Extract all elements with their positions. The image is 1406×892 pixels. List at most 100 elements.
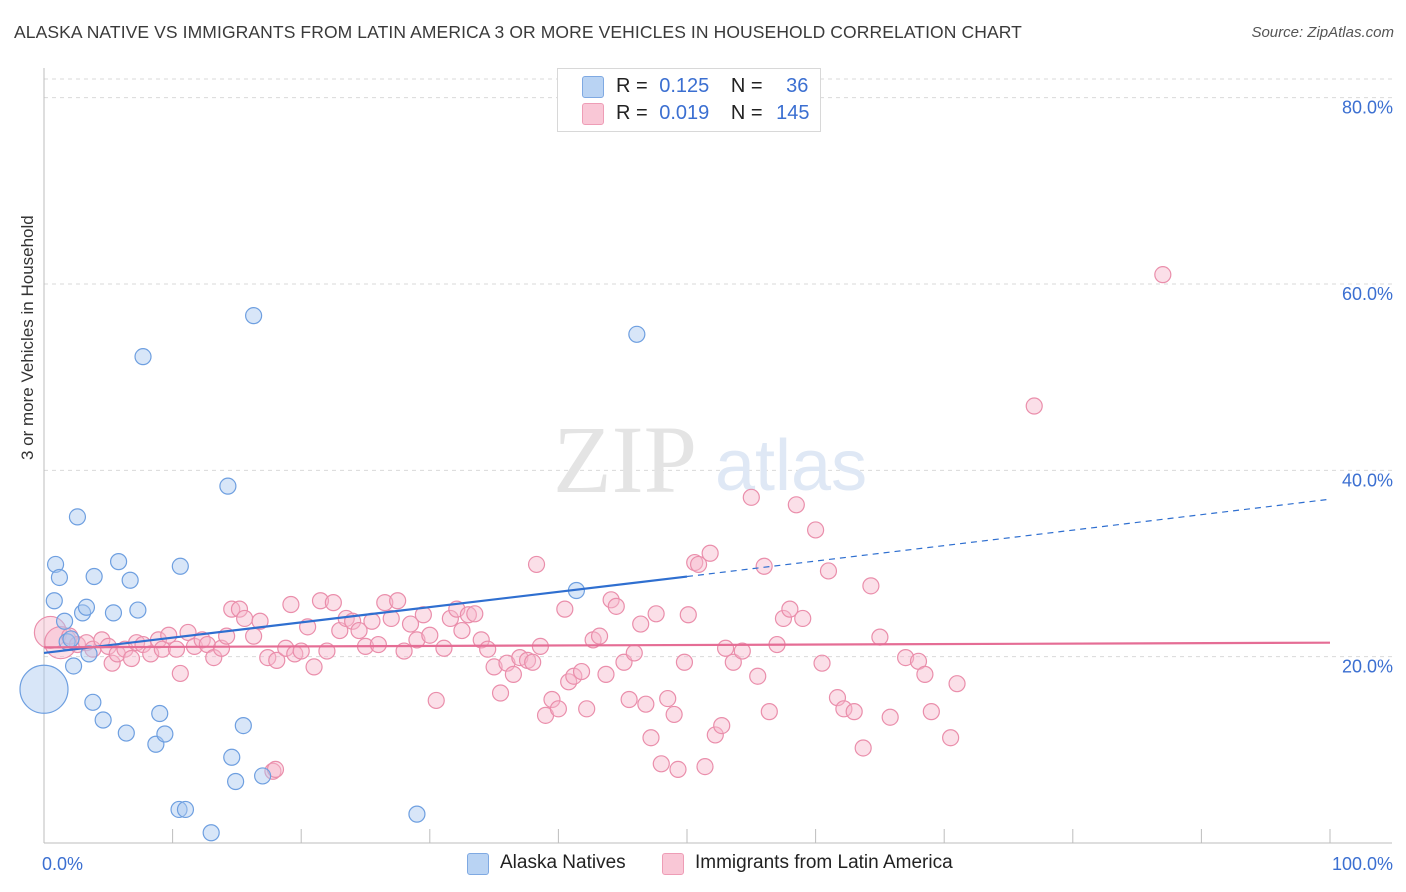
- immigrants-point: [675, 653, 694, 671]
- immigrants-point: [453, 621, 471, 640]
- immigrants-point: [625, 644, 643, 662]
- series-immigrants-points: [33, 266, 1172, 780]
- watermark-atlas: atlas: [715, 426, 867, 506]
- alaska-point: [109, 553, 128, 571]
- alaska-point: [227, 772, 245, 791]
- immigrants-point: [706, 726, 724, 744]
- immigrants-point: [524, 653, 542, 671]
- immigrants-point: [590, 627, 609, 645]
- immigrants-point: [897, 648, 915, 667]
- y-axis-label: 3 or more Vehicles in Household: [18, 215, 37, 460]
- bottom-legend-swatch-immigrants: [662, 853, 684, 875]
- immigrants-point: [845, 703, 863, 721]
- y-tick-label: 80.0%: [1342, 98, 1393, 118]
- alaska-point: [245, 307, 263, 325]
- immigrants-point: [245, 627, 263, 645]
- watermark-zip: ZIP: [553, 406, 697, 513]
- alaska-point: [64, 657, 83, 675]
- alaska-point: [202, 824, 220, 842]
- alaska-point: [170, 800, 188, 819]
- y-tick-label: 60.0%: [1342, 284, 1393, 304]
- legend-swatch-alaska: [582, 76, 604, 98]
- immigrants-point: [716, 639, 735, 657]
- alaska-point: [80, 645, 98, 663]
- series-alaska-points: [19, 307, 646, 842]
- alaska-point: [134, 348, 152, 366]
- immigrants-point: [881, 708, 899, 726]
- legend-swatch-immigrants: [582, 103, 604, 125]
- bottom-legend-label-immigrants: Immigrants from Latin America: [695, 852, 953, 873]
- alaska-point: [55, 612, 74, 630]
- y-tick-label: 40.0%: [1342, 470, 1393, 490]
- immigrants-point: [376, 594, 394, 612]
- alaska-point: [84, 693, 102, 711]
- y-tick-label: 20.0%: [1342, 657, 1393, 677]
- alaska-point: [234, 717, 252, 735]
- immigrants-point: [597, 665, 615, 683]
- legend-n-label: N =: [730, 102, 763, 124]
- immigrants-point: [679, 606, 697, 624]
- alaska-point: [77, 598, 96, 616]
- alaska-point: [45, 592, 63, 610]
- immigrants-point: [787, 496, 805, 514]
- immigrants-point: [578, 700, 596, 718]
- alaska-point: [46, 555, 65, 574]
- immigrants-point: [441, 609, 459, 628]
- immigrants-point: [1154, 266, 1172, 284]
- immigrants-point: [835, 700, 853, 718]
- immigrants-point: [724, 653, 742, 671]
- alaska-point: [171, 557, 189, 575]
- bottom-legend-swatch-alaska: [467, 853, 489, 875]
- immigrants-point: [819, 562, 838, 580]
- trend-lines: [43, 498, 1331, 655]
- immigrants-point: [871, 628, 889, 646]
- immigrants-point: [350, 621, 368, 640]
- watermark: ZIP atlas: [553, 406, 867, 513]
- immigrants-point: [755, 557, 773, 575]
- alaska-point: [94, 711, 112, 729]
- immigrants-point: [854, 739, 872, 757]
- immigrants-point: [311, 592, 330, 610]
- alaska-point: [85, 567, 103, 586]
- legend-n-value-immigrants: 145: [776, 102, 810, 124]
- immigrants-point: [637, 695, 655, 713]
- immigrants-point: [167, 640, 186, 658]
- immigrants-point: [607, 597, 625, 615]
- immigrants-point: [193, 631, 211, 649]
- alaska-point: [219, 477, 237, 495]
- immigrants-point: [230, 600, 249, 618]
- immigrants-point: [659, 689, 677, 708]
- immigrants-point: [160, 626, 178, 644]
- immigrants-point: [669, 760, 687, 778]
- alaska-point: [62, 630, 80, 648]
- immigrants-point: [632, 615, 650, 633]
- bottom-legend-label-alaska: Alaska Natives: [500, 852, 626, 873]
- immigrants-point: [665, 705, 683, 724]
- legend-r-label: R =: [616, 75, 648, 97]
- legend-r-label: R =: [616, 102, 648, 124]
- immigrants-point: [103, 654, 121, 672]
- immigrants-point: [620, 690, 638, 709]
- immigrants-point: [916, 665, 934, 683]
- immigrants-point: [427, 691, 445, 710]
- immigrants-point: [382, 609, 400, 628]
- source-credit: Source: ZipAtlas.com: [1251, 24, 1394, 41]
- alaska-point: [117, 724, 135, 742]
- legend-r-value-alaska: 0.125: [659, 75, 710, 97]
- immigrants-point: [122, 649, 141, 668]
- immigrants-point: [922, 703, 940, 721]
- x-tick-label: 0.0%: [42, 854, 83, 874]
- immigrants-point: [742, 488, 760, 506]
- immigrants-point: [781, 600, 799, 618]
- immigrants-point: [408, 631, 426, 649]
- alaska-trend-extension: [686, 498, 1331, 578]
- alaska-point: [628, 325, 646, 343]
- immigrants-point: [459, 606, 477, 624]
- legend-r-value-immigrants: 0.019: [659, 102, 710, 124]
- immigrants-point: [794, 609, 812, 628]
- immigrants-point: [153, 640, 171, 658]
- alaska-point: [223, 748, 241, 766]
- immigrants-point: [236, 609, 254, 628]
- alaska-point: [19, 664, 69, 714]
